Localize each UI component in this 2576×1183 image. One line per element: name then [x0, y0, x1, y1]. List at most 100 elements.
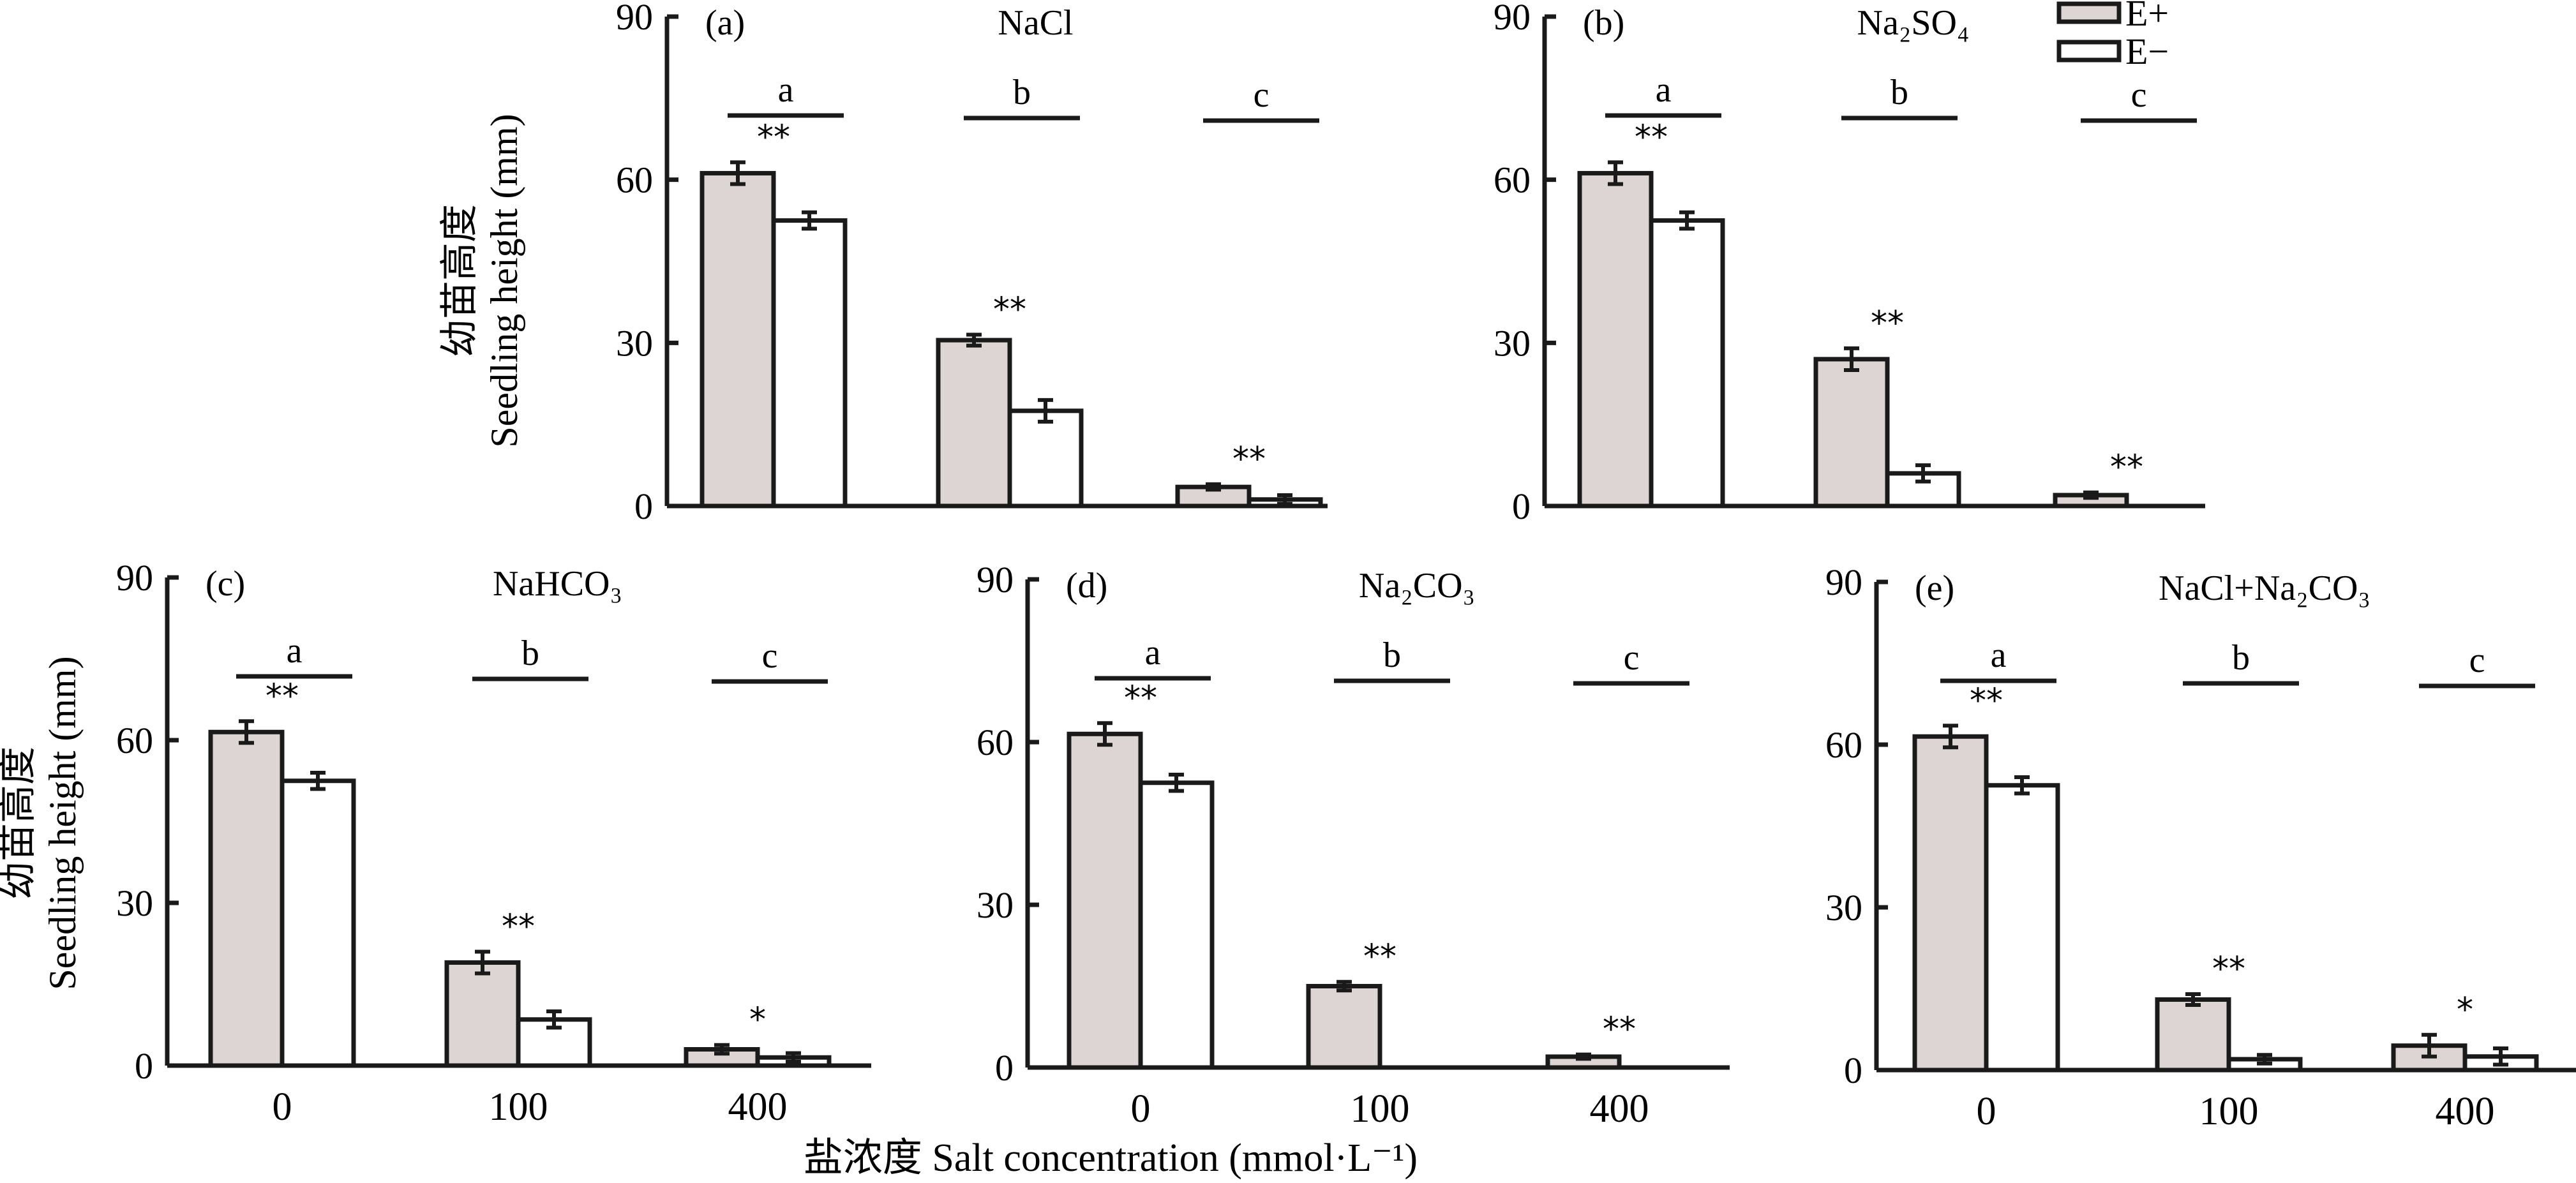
bar-eplus	[1813, 357, 1890, 509]
y-tick-label: 60	[116, 720, 153, 761]
panel-label: (a)	[705, 3, 745, 43]
bar-eplus	[1306, 984, 1382, 1070]
significance-mark: **	[502, 908, 535, 946]
significance-mark: *	[2457, 991, 2473, 1029]
y-tick-label: 60	[1494, 160, 1531, 201]
bar-eplus	[2155, 997, 2231, 1073]
y-tick-label: 0	[995, 1047, 1014, 1089]
legend-label-eminus: E−	[2125, 31, 2169, 72]
ylabel-cn: 幼苗高度	[438, 204, 481, 357]
y-tick-label: 0	[634, 486, 653, 527]
panel-title: Na₂SO₄	[1857, 3, 1970, 43]
group-letter: c	[762, 636, 778, 676]
bar-eminus	[1649, 218, 1725, 509]
y-tick-label: 30	[116, 882, 153, 924]
group-letter: a	[287, 631, 303, 671]
bar-eminus	[1885, 471, 1961, 509]
y-tick-label: 90	[977, 559, 1014, 600]
panel-title: NaHCO₃	[493, 564, 622, 604]
y-tick-label: 0	[1844, 1050, 1862, 1091]
ylabel-top: 幼苗高度 Seedling height (mm)	[438, 114, 525, 447]
xlabel: 盐浓度 Salt concentration (mmol·L⁻¹)	[804, 1136, 1418, 1180]
group-letter: b	[1891, 73, 1908, 112]
panel-label: (e)	[1915, 569, 1954, 608]
significance-mark: **	[1124, 679, 1157, 717]
group-letter: a	[1145, 633, 1161, 673]
x-tick-label: 400	[728, 1085, 788, 1129]
y-tick-label: 90	[1494, 0, 1531, 38]
panel-c: 0 30 60 90 (c) NaHCO₃ ** a 0 ** b 100 * c 400	[116, 557, 871, 1129]
significance-mark: *	[749, 1001, 766, 1039]
y-tick-label: 90	[616, 0, 653, 38]
panel-label: (b)	[1583, 3, 1624, 43]
significance-mark: **	[2110, 449, 2143, 487]
significance-mark: **	[1970, 681, 2003, 720]
bar-eplus	[1577, 170, 1654, 509]
legend-swatch-eplus	[2056, 1, 2122, 24]
bar-eminus	[1984, 783, 2060, 1073]
panel-b: 0 30 60 90 (b) Na₂SO₄ ** a ** b ** c	[1494, 0, 2205, 527]
significance-mark: **	[266, 677, 299, 715]
group-letter: b	[1383, 636, 1401, 675]
legend-label-eplus: E+	[2125, 0, 2169, 34]
ylabel-en: Seedling height (mm)	[483, 114, 525, 447]
ylabel-bottom: 幼苗高度 Seedling height (mm)	[0, 656, 84, 990]
y-tick-label: 60	[977, 722, 1014, 763]
bar-eplus	[1067, 731, 1143, 1070]
bar-eplus	[700, 170, 776, 509]
ylabel-en: Seedling height (mm)	[41, 656, 84, 990]
y-tick-label: 30	[1825, 887, 1862, 928]
panel-label: (c)	[206, 564, 245, 604]
x-tick-label: 400	[2436, 1090, 2495, 1133]
bar-eplus	[936, 338, 1012, 509]
group-letter: c	[1624, 638, 1640, 678]
significance-mark: **	[1232, 440, 1266, 479]
group-letter: a	[1991, 636, 2007, 675]
y-tick-label: 30	[977, 884, 1014, 926]
significance-mark: **	[757, 118, 790, 156]
y-tick-label: 90	[1825, 562, 1862, 603]
group-letter: c	[1254, 75, 1269, 115]
group-letter: b	[2232, 638, 2250, 678]
group-letter: c	[2131, 75, 2147, 115]
legend-swatch-eminus	[2056, 40, 2122, 63]
x-tick-label: 100	[489, 1085, 548, 1129]
group-letter: b	[521, 634, 539, 673]
y-tick-label: 30	[1494, 322, 1531, 364]
y-tick-label: 60	[616, 160, 653, 201]
bar-eplus	[208, 729, 285, 1068]
legend: E+ E−	[2056, 0, 2169, 72]
group-letter: a	[1656, 70, 1672, 110]
x-tick-label: 0	[273, 1085, 292, 1129]
bar-eplus	[1912, 734, 1989, 1073]
panel-label: (d)	[1066, 566, 1107, 606]
group-letter: c	[2469, 641, 2485, 680]
y-tick-label: 0	[1512, 486, 1531, 527]
panel-e: 0 30 60 90 (e) NaCl+Na₂CO₃ ** a 0 ** b 100 * c 400	[1825, 562, 2576, 1133]
panel-title: Na₂CO₃	[1359, 566, 1475, 606]
panel-title: NaCl+Na₂CO₃	[2159, 569, 2370, 608]
panel-d: 0 30 60 90 (d) Na₂CO₃ ** a 0 ** b 100 ** c 400	[977, 559, 1730, 1131]
y-tick-label: 60	[1825, 724, 1862, 766]
significance-mark: **	[1603, 1011, 1636, 1049]
x-tick-label: 0	[1131, 1087, 1151, 1131]
x-tick-label: 0	[1977, 1090, 1996, 1133]
bar-eminus	[280, 778, 356, 1068]
y-tick-label: 90	[116, 557, 153, 599]
significance-mark: **	[1363, 938, 1397, 976]
significance-mark: **	[993, 291, 1026, 329]
x-tick-label: 100	[1351, 1087, 1410, 1131]
group-letter: a	[778, 70, 794, 110]
y-tick-label: 30	[616, 322, 653, 364]
panel-title: NaCl	[998, 3, 1073, 43]
bar-eminus	[1007, 408, 1084, 509]
y-tick-label: 0	[135, 1045, 153, 1087]
x-tick-label: 100	[2199, 1090, 2259, 1133]
panel-a: 0 30 60 90 (a) NaCl ** a ** b ** c	[616, 0, 1328, 527]
bar-eplus	[444, 960, 521, 1068]
significance-mark: **	[1635, 118, 1668, 156]
ylabel-cn: 幼苗高度	[0, 747, 39, 900]
significance-mark: **	[2212, 950, 2245, 988]
bar-eminus	[771, 218, 848, 509]
